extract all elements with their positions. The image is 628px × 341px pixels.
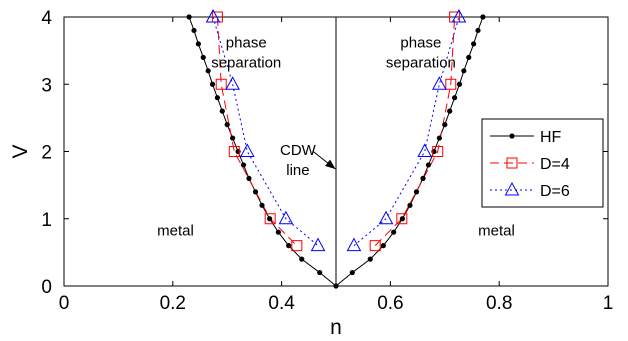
data-point-hf [461,68,467,74]
annotation-text: metal [157,223,194,240]
data-point-hf [367,256,373,262]
data-point-d6 [378,210,394,225]
legend-label-hf: HF [540,129,562,146]
data-point-d6 [278,210,294,225]
x-tick-label: 0.8 [486,293,512,314]
data-point-d4 [215,78,227,90]
data-point-hf [420,175,426,181]
data-point-hf [230,135,236,141]
data-point-hf [431,148,437,155]
annotation-text: separation [386,54,456,71]
data-point-d6 [417,143,433,157]
data-point-d4 [228,146,240,157]
data-point-hf [447,108,453,114]
data-point-d6 [205,8,221,23]
y-tick-label: 1 [41,210,52,231]
data-point-hf [317,269,323,276]
data-point-d4 [445,78,457,90]
legend-marker-d6 [504,181,520,196]
axis-tick-labels: 0 0.2 0.4 0.6 0.8 1 0 1 2 3 4 [41,8,613,314]
legend-marker-d4 [506,157,518,169]
data-point-hf [219,108,225,114]
data-point-hf [451,95,458,101]
cdw-arrow [312,151,336,170]
data-point-d6 [451,8,467,23]
data-point-hf [246,175,252,181]
data-point-hf [275,229,281,235]
data-point-d6 [225,76,240,90]
annotation-text: phase [400,34,441,51]
data-point-d6 [346,237,362,252]
series-line-d6 [353,16,460,247]
y-tick-label: 0 [41,277,52,298]
series-line-d4 [216,16,298,247]
y-axis-label: V [9,144,32,158]
arrow-head [325,159,336,169]
data-point-hf [205,68,211,74]
data-point-hf [399,216,405,222]
data-point-hf [333,283,339,289]
data-point-hf [209,81,216,87]
series-line-d6 [212,16,319,247]
data-point-hf [195,41,201,47]
data-point-hf [380,243,386,249]
data-point-hf [442,122,448,128]
annotations: phase separation phase separation CDW line met… [157,34,515,239]
data-point-d4 [369,240,381,252]
annotation-text: phase [226,34,267,51]
legend-box [481,118,604,208]
data-point-hf [267,216,273,222]
data-point-hf [186,14,192,20]
series-markers [186,8,486,289]
data-point-hf [480,14,486,20]
data-point-d6 [310,237,326,252]
x-tick-label: 0.2 [160,293,186,314]
data-point-d4 [432,146,444,157]
x-tick-label: 1 [603,293,614,314]
data-point-hf [425,162,432,168]
series-line-d4 [374,16,456,247]
data-point-hf [191,27,197,34]
legend-label-d6: D=6 [540,183,570,200]
data-point-hf [240,162,247,168]
data-point-hf [214,95,221,101]
annotation-text: metal [478,223,515,240]
data-point-d6 [432,76,447,90]
data-point-hf [466,54,472,60]
legend: HF D=4 D=6 [481,118,604,208]
data-point-d4 [396,213,408,225]
data-point-hf [456,81,463,87]
data-point-hf [259,202,265,208]
axis-ticks [63,16,609,287]
data-point-hf [436,135,442,141]
legend-label-d4: D=4 [540,156,570,173]
data-point-hf [235,148,241,155]
data-point-hf [391,229,397,235]
x-axis-label: n [330,316,342,339]
annotation-text: separation [211,54,281,71]
annotation-text: CDW [280,142,317,159]
data-point-hf [349,269,355,276]
data-point-hf [286,243,292,249]
data-point-hf [475,27,481,34]
data-point-hf [200,54,206,60]
y-tick-label: 3 [41,75,52,96]
legend-marker-hf [509,133,515,139]
data-point-hf [471,41,477,47]
annotation-text: line [286,162,309,179]
y-tick-label: 2 [41,143,52,164]
data-point-hf [252,189,259,195]
x-tick-label: 0 [59,293,70,314]
data-point-hf [299,256,305,262]
data-point-hf [413,189,420,195]
data-point-d4 [291,240,303,252]
x-tick-label: 0.4 [268,293,295,314]
x-tick-label: 0.6 [377,293,403,314]
data-point-hf [407,202,413,208]
data-point-d6 [239,143,255,157]
data-point-hf [224,122,230,128]
y-tick-label: 4 [41,8,52,29]
data-point-d4 [264,213,276,225]
